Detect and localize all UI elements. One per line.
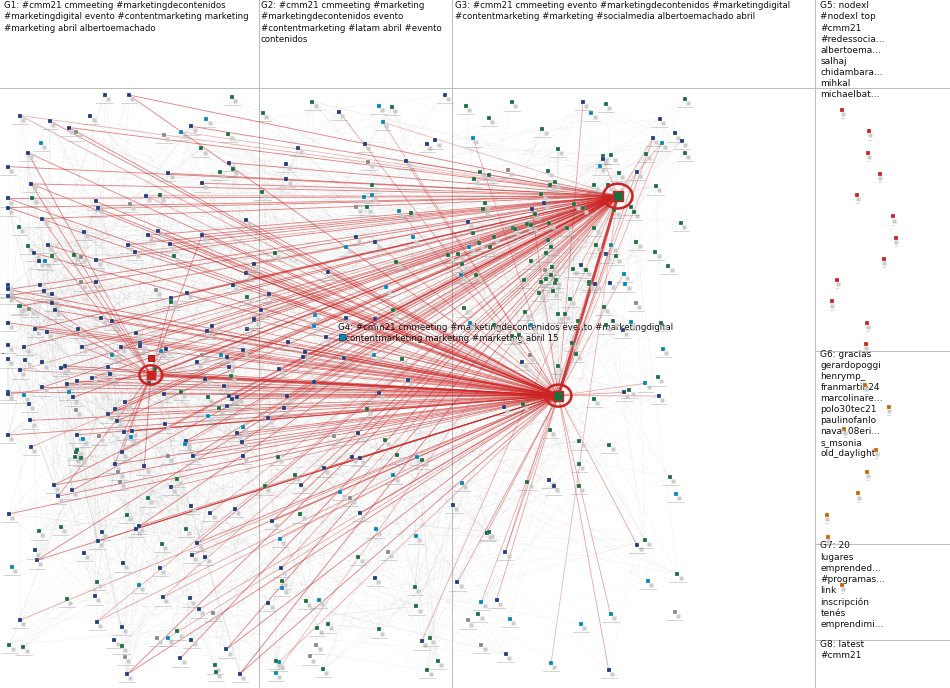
Text: G5: nodexl
#nodexl top
#cmm21
#redessocia...
albertoema...
salhaj
chidambara...
: G5: nodexl #nodexl top #cmm21 #redessoci… (821, 1, 885, 99)
Text: G6: gracias
gerardopoggi
henrymp_
franmartin24
marcolinare...
polo30tec21
paulin: G6: gracias gerardopoggi henrymp_ franma… (821, 350, 883, 458)
Text: G7: 20
lugares
emprended...
#programas...
link
inscripción
tenés
emprendimi...: G7: 20 lugares emprended... #programas..… (821, 541, 885, 629)
Text: G2: #cmm21 cmmeeting #marketing
#marketingdecontenidos evento
#contentmarketing : G2: #cmm21 cmmeeting #marketing #marketi… (261, 1, 442, 43)
Text: .: . (1, 344, 5, 357)
Text: G8: latest
#cmm21: G8: latest #cmm21 (821, 640, 864, 660)
Text: G1: #cmm21 cmmeeting #marketingdecontenidos
#marketingdigital evento #contentmar: G1: #cmm21 cmmeeting #marketingdeconteni… (4, 1, 249, 32)
Text: G3: #cmm21 cmmeeting evento #marketingdecontenidos #marketingdigital
#contentmar: G3: #cmm21 cmmeeting evento #marketingde… (455, 1, 790, 21)
Text: G4: #cmm21 cmmeeting #marketingdecontenidos evento #marketingdigital
#contentmar: G4: #cmm21 cmmeeting #marketingdeconteni… (338, 323, 674, 343)
